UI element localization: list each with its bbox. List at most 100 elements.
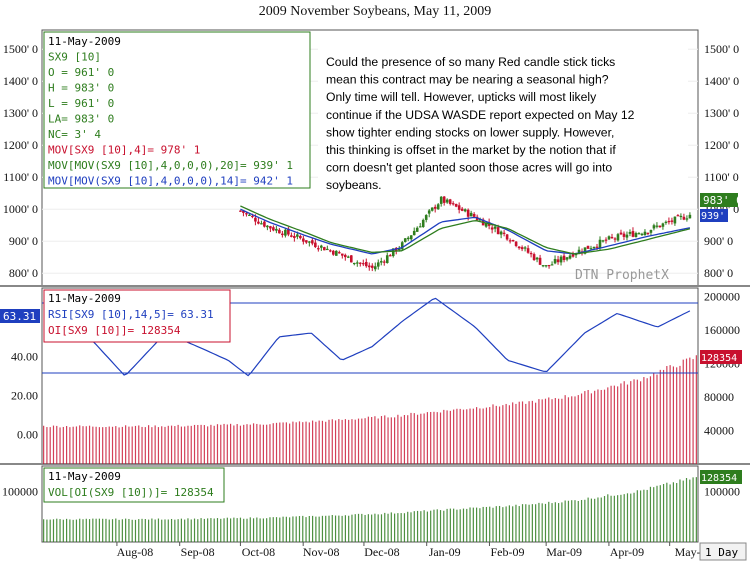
price-tick-right: 1500' 0	[704, 42, 739, 56]
vol-bar	[518, 506, 520, 542]
price-candle	[505, 234, 509, 240]
vol-bar	[85, 518, 87, 542]
annotation-line: soybeans.	[326, 178, 382, 192]
oi-bar	[656, 374, 658, 464]
oi-bar	[154, 425, 156, 464]
oi-bar	[410, 412, 412, 464]
price-candle	[451, 203, 455, 205]
price-candle	[646, 232, 650, 235]
vol-bar	[371, 514, 373, 542]
vol-bar	[689, 479, 691, 542]
oi-bar	[223, 423, 225, 464]
price-candle	[628, 231, 632, 234]
oi-bar	[62, 426, 64, 464]
price-candle	[535, 257, 539, 260]
price-tick-right: 1300' 0	[704, 106, 739, 120]
vol-bar	[476, 507, 478, 542]
oi-bar	[180, 426, 182, 464]
oi-bar	[141, 426, 143, 464]
price-candle	[266, 225, 269, 228]
oi-bar	[233, 425, 235, 464]
vol-tick-right: 100000	[704, 484, 740, 498]
price-candle	[245, 213, 248, 215]
period-box[interactable]	[699, 542, 747, 561]
oi-bar	[613, 385, 615, 464]
oi-bar	[252, 423, 255, 464]
price-candle	[290, 235, 293, 237]
price-candle	[472, 213, 476, 217]
price-candle	[649, 229, 653, 233]
oi-bar	[295, 422, 297, 464]
price-candle	[352, 262, 356, 265]
oi-bar	[633, 379, 635, 464]
vol-bar	[272, 517, 274, 542]
oi-bar	[157, 427, 160, 464]
vol-info-line: VOL[OI(SX9 [10])]= 128354	[48, 486, 214, 499]
vol-tick-left: 100000	[2, 484, 38, 498]
price-candle	[601, 240, 605, 242]
oi-bar	[344, 419, 346, 464]
price-candle	[466, 209, 470, 217]
oi-bar	[554, 398, 556, 464]
vol-bar	[348, 515, 350, 542]
oi-bar	[230, 423, 232, 464]
price-candle	[335, 250, 338, 256]
vol-bar	[590, 498, 592, 542]
vol-bar	[226, 517, 228, 542]
vol-bar	[315, 516, 317, 542]
vol-bar	[594, 498, 596, 542]
price-info-line: 11-May-2009	[48, 35, 121, 48]
price-candle	[263, 221, 266, 227]
price-candle	[499, 231, 503, 235]
oi-bar	[643, 377, 645, 464]
vol-bar	[46, 519, 48, 542]
vol-bar	[246, 518, 248, 542]
oi-bar	[646, 378, 648, 464]
rsi-tick-left: 20.00	[11, 389, 38, 403]
vol-bar	[695, 477, 697, 542]
price-candle	[370, 265, 374, 268]
price-candle	[391, 248, 395, 257]
vol-bar	[259, 518, 261, 542]
oi-bar	[249, 424, 251, 464]
vol-bar	[403, 513, 406, 542]
vol-bar	[685, 478, 688, 542]
vol-bar	[505, 506, 507, 542]
vol-bar	[210, 518, 212, 542]
vol-bar	[203, 518, 205, 542]
vol-bar	[79, 518, 81, 542]
price-candle	[670, 220, 674, 222]
vol-bar	[180, 518, 182, 542]
vol-bar	[443, 510, 445, 542]
oi-bar	[66, 426, 68, 464]
oi-bar	[98, 427, 100, 464]
oi-bar	[239, 425, 242, 464]
vol-bar	[551, 503, 553, 542]
vol-bar	[426, 511, 428, 542]
vol-bar	[230, 518, 232, 542]
price-candle	[388, 255, 392, 257]
vol-bar	[453, 508, 455, 542]
vol-bar	[495, 506, 497, 542]
price-candle	[424, 215, 428, 220]
vol-bar	[361, 513, 363, 542]
price-candle	[433, 206, 437, 209]
vol-bar	[279, 517, 281, 542]
vol-bar	[558, 503, 560, 542]
oi-bar	[52, 425, 55, 464]
vol-tag-bg	[700, 470, 742, 484]
oi-bar	[144, 427, 146, 464]
annotation-line: corn doesn't get planted soon those acre…	[326, 161, 612, 175]
rsi-tag-bg	[0, 309, 40, 323]
vol-bar	[298, 516, 301, 542]
oi-tick-right: 200000	[704, 289, 740, 303]
vol-bar	[344, 515, 346, 542]
vol-bar	[662, 483, 665, 542]
price-candle	[562, 255, 566, 261]
oi-bar	[262, 424, 264, 464]
vol-bar	[636, 490, 638, 542]
oi-bar	[82, 426, 84, 464]
price-candle	[571, 253, 575, 257]
rsi-info-line: RSI[SX9 [10],14,5]= 63.31	[48, 308, 214, 321]
vol-bar	[564, 500, 566, 542]
